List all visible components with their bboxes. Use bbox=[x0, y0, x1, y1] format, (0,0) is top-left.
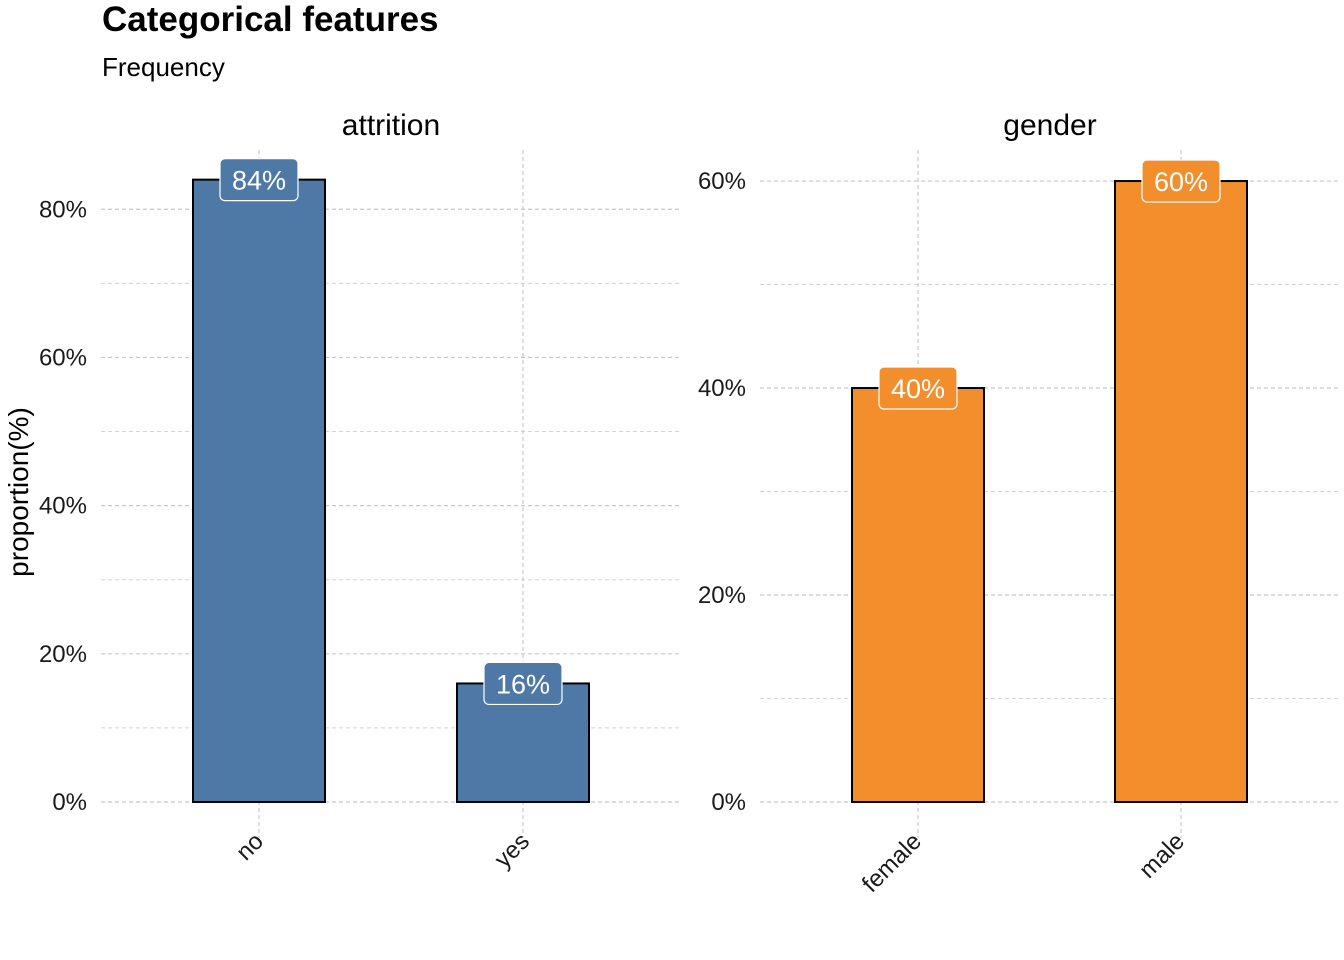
y-tick-label: 60% bbox=[698, 168, 746, 195]
y-tick-label: 20% bbox=[698, 582, 746, 609]
y-tick-label: 40% bbox=[698, 375, 746, 402]
bar-label-box bbox=[1141, 159, 1221, 203]
y-tick-label: 60% bbox=[39, 344, 87, 371]
bar-female bbox=[851, 387, 985, 803]
panel-title-gender: gender bbox=[1003, 109, 1096, 142]
y-tick-label: 0% bbox=[711, 789, 746, 816]
bar-label-no: 84% bbox=[232, 166, 286, 196]
y-tick-label: 80% bbox=[39, 196, 87, 223]
bar-label-box bbox=[483, 661, 563, 706]
y-tick-label: 20% bbox=[39, 641, 87, 668]
x-tick-label-no: no bbox=[231, 828, 269, 866]
panel-title-attrition: attrition bbox=[342, 109, 440, 142]
bar-label-female: 40% bbox=[891, 374, 945, 404]
bar-male bbox=[1114, 180, 1248, 804]
chart-title: Categorical features bbox=[102, 0, 439, 39]
x-tick-label-female: female bbox=[857, 828, 927, 898]
y-tick-label: 40% bbox=[39, 493, 87, 520]
bar-no bbox=[192, 178, 326, 804]
bar-label-box bbox=[878, 366, 958, 410]
y-tick-label: 0% bbox=[52, 789, 87, 816]
y-axis-title: proportion(%) bbox=[3, 407, 34, 577]
bar-label-male: 60% bbox=[1154, 167, 1208, 197]
chart-subtitle: Frequency bbox=[102, 52, 225, 82]
x-tick-label-yes: yes bbox=[489, 828, 535, 874]
bar-label-yes: 16% bbox=[496, 669, 550, 699]
bar-label-box bbox=[219, 158, 299, 202]
